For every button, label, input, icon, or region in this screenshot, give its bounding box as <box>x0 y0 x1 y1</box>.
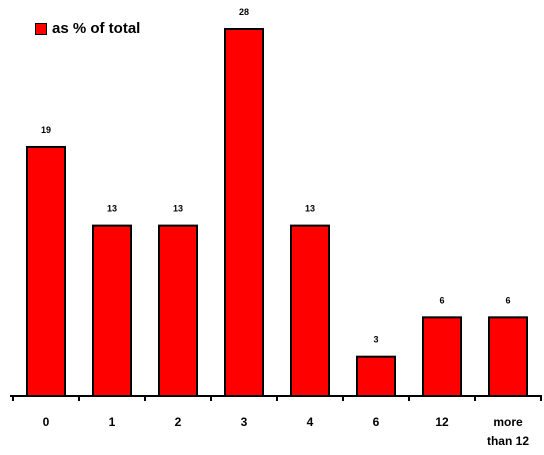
value-label-1: 13 <box>107 204 117 214</box>
value-label-7: 6 <box>505 295 510 305</box>
legend-swatch <box>35 22 47 35</box>
bar-4 <box>290 224 330 397</box>
value-labels-layer: 19 13 13 28 13 3 6 6 <box>41 7 511 345</box>
value-label-6: 6 <box>439 295 444 305</box>
x-tick-label-5: 6 <box>373 415 380 429</box>
value-label-5: 3 <box>373 335 378 345</box>
bar-5 <box>356 355 396 397</box>
value-label-4: 13 <box>305 204 315 214</box>
legend: as % of total <box>35 20 140 37</box>
value-label-2: 13 <box>173 204 183 214</box>
x-tick-label-4: 4 <box>307 415 314 429</box>
x-tick-label-2: 2 <box>175 415 182 429</box>
x-tick-label-6: 12 <box>435 415 449 429</box>
x-axis <box>10 395 542 401</box>
value-label-0: 19 <box>41 125 51 135</box>
x-tick-label-0: 0 <box>43 415 50 429</box>
bar-0 <box>26 145 66 397</box>
bar-6 <box>422 316 462 398</box>
x-tick-label-7-line-0: more <box>493 415 523 429</box>
bar-1 <box>92 224 132 397</box>
bars-layer <box>26 28 528 398</box>
x-tick-label-1: 1 <box>109 415 116 429</box>
bar-3 <box>224 28 264 397</box>
legend-label: as % of total <box>52 20 141 37</box>
bar-2 <box>158 224 198 397</box>
bar-7 <box>488 316 528 398</box>
value-label-3: 28 <box>239 7 249 17</box>
x-tick-label-3: 3 <box>241 415 248 429</box>
x-tick-label-7-line-1: than 12 <box>487 434 529 448</box>
